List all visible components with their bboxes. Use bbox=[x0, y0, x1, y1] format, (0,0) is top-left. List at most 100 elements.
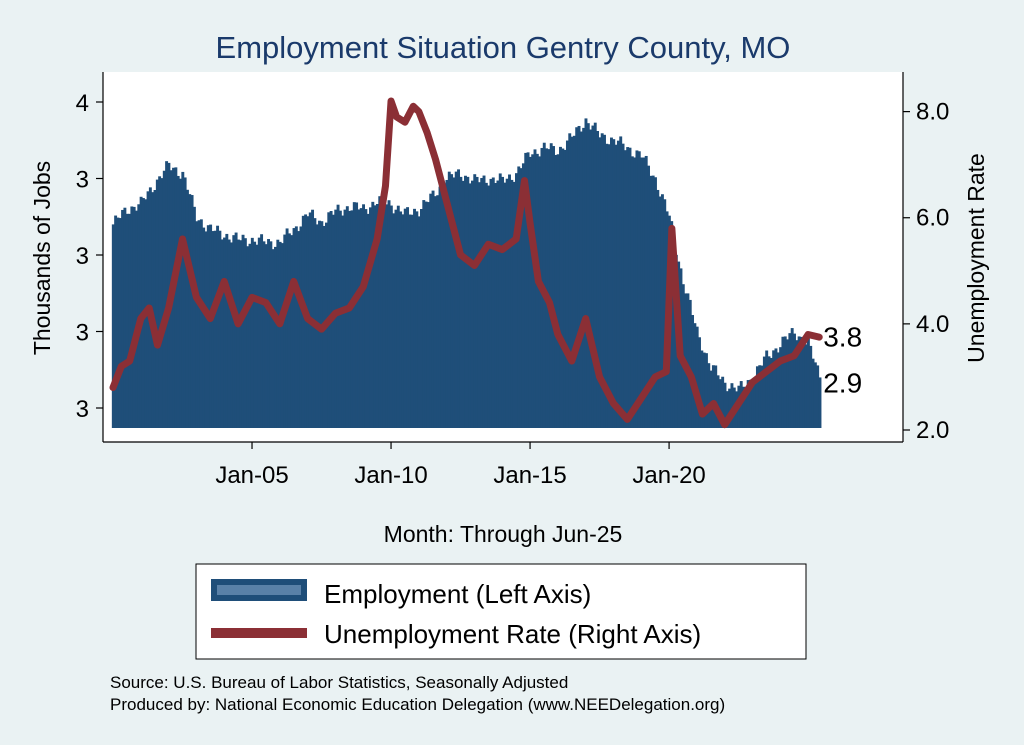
employment-bar bbox=[116, 217, 120, 428]
employment-bar bbox=[195, 221, 199, 428]
employment-bar bbox=[475, 176, 479, 428]
employment-bar bbox=[672, 237, 676, 428]
employment-bar bbox=[438, 186, 442, 428]
y-axis-left-title: Thousands of Jobs bbox=[29, 161, 55, 355]
employment-bar bbox=[220, 239, 224, 428]
employment-bar bbox=[484, 182, 488, 428]
employment-bar bbox=[788, 333, 792, 428]
employment-bar bbox=[202, 227, 206, 428]
employment-bar bbox=[450, 174, 454, 428]
employment-bar bbox=[561, 148, 565, 428]
employment-bar bbox=[241, 234, 245, 428]
employment-bar bbox=[707, 363, 711, 428]
employment-bar bbox=[155, 179, 159, 428]
employment-bar bbox=[749, 379, 752, 428]
employment-bar bbox=[248, 243, 252, 428]
employment-bar bbox=[230, 242, 233, 428]
employment-bar bbox=[269, 241, 273, 428]
employment-bar bbox=[352, 202, 356, 428]
employment-bar bbox=[466, 176, 470, 428]
employment-bar bbox=[160, 178, 164, 428]
employment-bar bbox=[132, 206, 136, 428]
employment-bar bbox=[399, 211, 403, 428]
employment-bar bbox=[278, 241, 282, 428]
employment-bar bbox=[153, 190, 157, 428]
employment-bar bbox=[338, 210, 342, 428]
employment-bar bbox=[575, 127, 579, 429]
employment-bar bbox=[165, 161, 169, 428]
legend-swatch-unemployment bbox=[211, 628, 307, 638]
employment-bar bbox=[274, 246, 277, 428]
employment-bar bbox=[341, 215, 345, 428]
employment-bar bbox=[121, 209, 125, 428]
employment-bar bbox=[357, 209, 361, 428]
employment-bar bbox=[262, 241, 266, 428]
employment-bar bbox=[447, 171, 451, 428]
employment-bar bbox=[158, 176, 162, 428]
employment-bar bbox=[728, 388, 732, 428]
employment-bar bbox=[299, 226, 303, 428]
employment-bar bbox=[711, 365, 715, 428]
employment-bar bbox=[663, 199, 667, 428]
axes: Jan-05 Jan-10 Jan-15 Jan-20 3 3 3 3 4 2.0 4.0 6.0 8.… bbox=[76, 72, 949, 489]
employment-bar bbox=[579, 131, 583, 429]
employment-bar bbox=[524, 152, 528, 429]
y-right-tick-label: 2.0 bbox=[916, 417, 949, 444]
employment-bar bbox=[197, 220, 201, 428]
employment-bar bbox=[584, 118, 588, 428]
employment-bar bbox=[528, 156, 532, 428]
employment-bar bbox=[512, 181, 516, 428]
employment-bar bbox=[394, 209, 398, 428]
employment-bar bbox=[508, 174, 511, 428]
employment-bar bbox=[285, 228, 289, 428]
employment-bar bbox=[545, 148, 549, 428]
employment-bar bbox=[549, 143, 553, 428]
employment-bar bbox=[422, 200, 426, 428]
employment-bar bbox=[496, 180, 500, 428]
employment-bar bbox=[614, 144, 618, 429]
employment-bar bbox=[459, 176, 463, 428]
employment-bar bbox=[382, 204, 386, 428]
employment-bar bbox=[408, 214, 412, 428]
employment-bar bbox=[698, 337, 701, 428]
employment-bar bbox=[211, 231, 215, 428]
employment-bar bbox=[623, 150, 627, 428]
employment-bar bbox=[257, 237, 261, 428]
employment-bar bbox=[420, 209, 423, 428]
employment-bar bbox=[774, 348, 778, 428]
employment-bar bbox=[417, 216, 421, 428]
employment-bar bbox=[243, 238, 247, 428]
employment-bar bbox=[521, 163, 525, 428]
employment-bar bbox=[637, 151, 641, 428]
employment-bar bbox=[162, 170, 166, 428]
employment-bar bbox=[765, 350, 769, 428]
employment-bar bbox=[619, 136, 623, 428]
employment-bar bbox=[790, 328, 794, 428]
employment-bar bbox=[806, 338, 810, 428]
employment-bar bbox=[582, 127, 586, 428]
employment-bar bbox=[301, 215, 305, 428]
employment-bar bbox=[795, 340, 799, 428]
employment-bar bbox=[515, 173, 518, 428]
employment-bar bbox=[651, 175, 655, 428]
x-tick-label: Jan-15 bbox=[493, 462, 566, 489]
employment-bar bbox=[216, 225, 220, 428]
employment-bar bbox=[658, 196, 662, 428]
employment-bar bbox=[489, 178, 493, 428]
employment-bar bbox=[227, 239, 231, 428]
employment-bar bbox=[457, 169, 460, 428]
employment-bar bbox=[598, 137, 602, 428]
employment-bar bbox=[702, 352, 706, 428]
y-left-tick-label: 3 bbox=[76, 167, 89, 194]
y-axis-right-title: Unemployment Rate bbox=[963, 153, 989, 363]
employment-bar bbox=[239, 240, 243, 428]
employment-bar bbox=[572, 135, 576, 429]
employment-bar bbox=[607, 144, 611, 428]
employment-bar bbox=[635, 150, 639, 428]
y-right-tick-label: 4.0 bbox=[916, 311, 949, 338]
employment-bar bbox=[209, 224, 213, 428]
employment-bar bbox=[246, 246, 250, 428]
employment-bar bbox=[505, 178, 509, 428]
employment-bar bbox=[123, 207, 127, 428]
employment-bar bbox=[406, 207, 410, 428]
